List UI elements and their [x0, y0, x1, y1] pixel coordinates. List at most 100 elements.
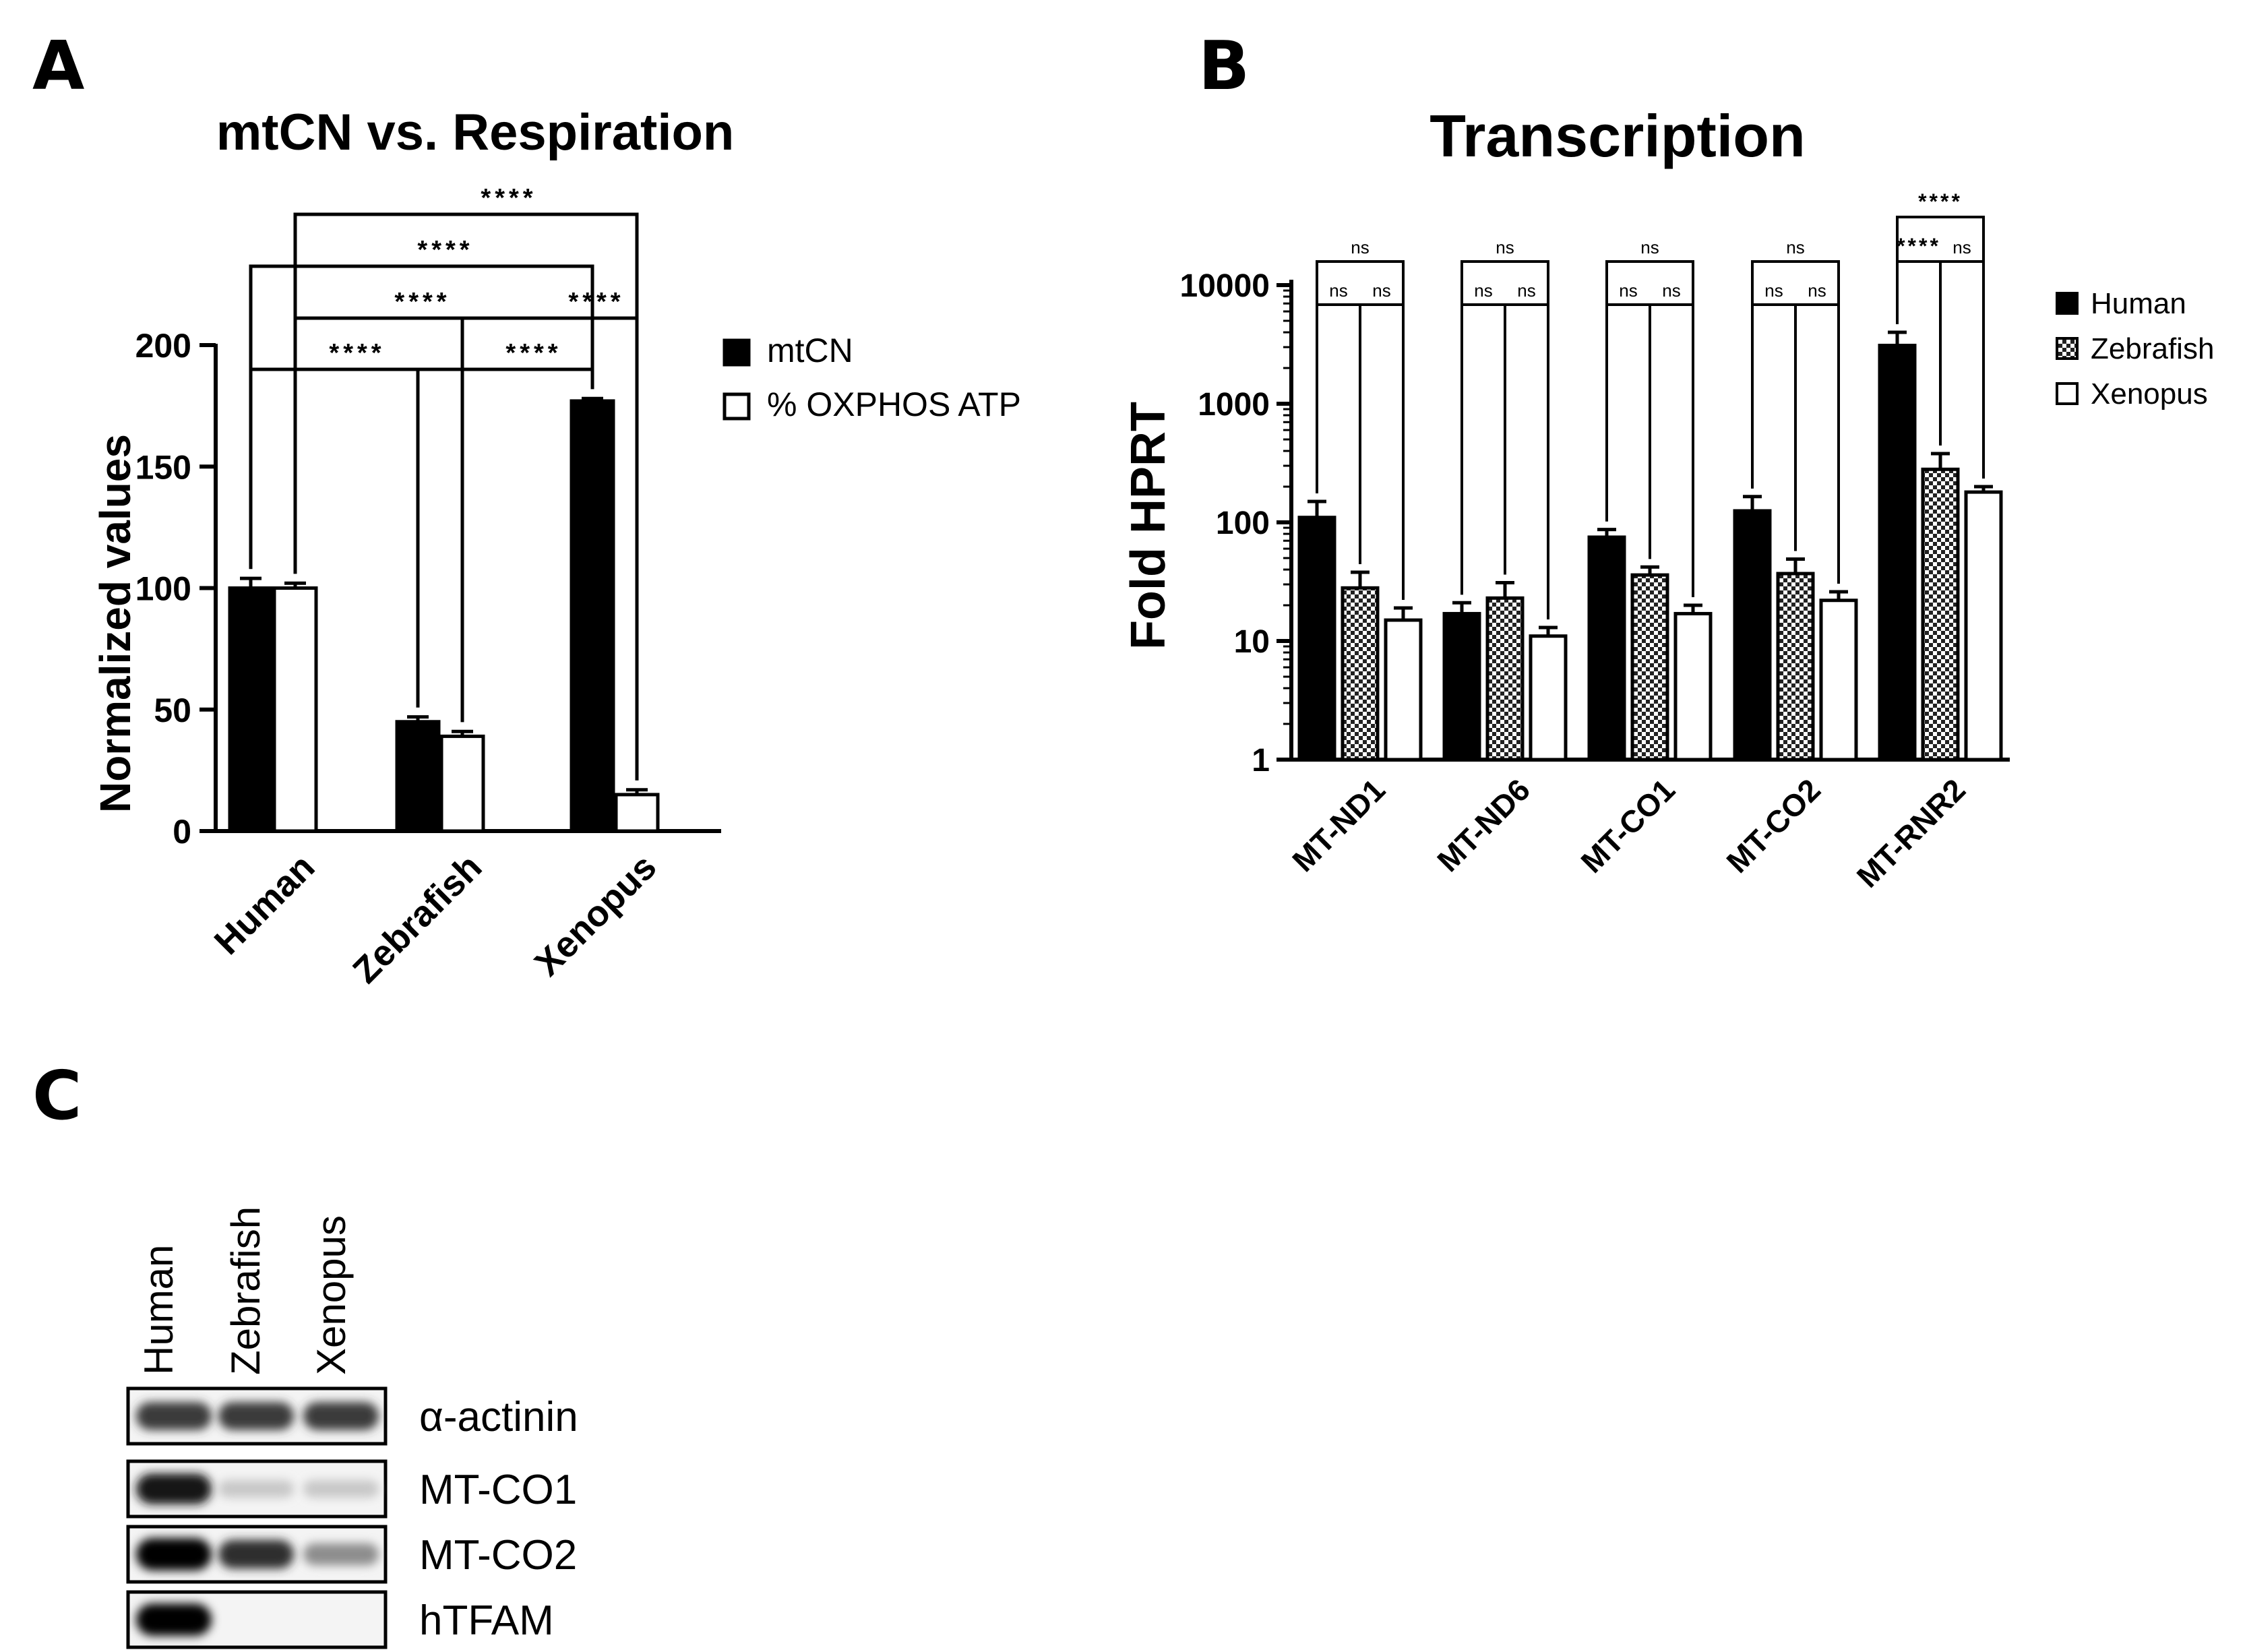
significance-label: ns	[1786, 237, 1804, 257]
bar-mtcn-zebrafish	[395, 720, 441, 833]
significance-label: ****	[1897, 234, 1941, 258]
blot-band	[218, 1539, 294, 1569]
bar-xenopus-mt-rnr2	[1964, 490, 2003, 762]
bar-zebrafish-mt-nd1	[1341, 586, 1380, 762]
blot-row-label: MT-CO2	[419, 1532, 577, 1579]
bar-xenopus-mt-co1	[1673, 611, 1713, 762]
panel-letter-c: C	[32, 1056, 82, 1135]
significance-bracket	[1460, 303, 1506, 595]
significance-bracket	[1939, 260, 1985, 479]
significance-bracket	[416, 367, 594, 708]
bar-mtcn-xenopus	[570, 399, 615, 833]
blot-band	[218, 1480, 294, 1498]
significance-bracket	[293, 212, 639, 781]
blot-row: MT-CO1	[126, 1459, 577, 1519]
y-tick-label: 1000	[1198, 387, 1270, 423]
blot-row-label: hTFAM	[419, 1597, 554, 1644]
bar-xenopus-mt-nd6	[1529, 634, 1568, 762]
bar--oxphos-atp-xenopus	[614, 793, 660, 833]
y-axis-label: Normalized values	[91, 434, 140, 813]
x-tick-label: MT-RNR2	[1850, 772, 1972, 894]
significance-label: ****	[481, 184, 536, 212]
y-tick-label: 100	[135, 570, 191, 608]
significance-bracket	[1605, 260, 1694, 598]
significance-bracket	[1794, 303, 1840, 584]
x-tick-label: Human	[207, 847, 323, 962]
y-tick-label: 10	[1234, 624, 1270, 660]
panel-a-chart: mtCN vs. Respiration Normalized values 0…	[91, 104, 1021, 991]
significance-bracket	[1359, 303, 1405, 600]
panel-letter-b: B	[1198, 26, 1250, 105]
significance-label: ns	[1640, 237, 1659, 257]
blot-row: MT-CO2	[126, 1525, 577, 1584]
significance-bracket	[1460, 260, 1549, 619]
legend-swatch	[2056, 337, 2079, 360]
x-tick-label: Zebrafish	[345, 847, 489, 991]
legend-swatch	[722, 338, 751, 367]
legend-swatch	[2056, 292, 2079, 315]
significance-label: ****	[329, 339, 385, 367]
significance-bracket	[1649, 303, 1694, 598]
blot-band	[136, 1402, 212, 1430]
x-tick-label: MT-CO2	[1719, 772, 1827, 880]
blot-lane-label: Xenopus	[309, 1215, 354, 1375]
bar-human-mt-rnr2	[1878, 344, 1917, 762]
blot-band	[218, 1402, 294, 1430]
blot-row: hTFAM	[126, 1590, 554, 1649]
significance-label: ns	[1496, 237, 1514, 257]
blot-lane-label: Human	[136, 1245, 181, 1375]
chart-title: mtCN vs. Respiration	[216, 104, 735, 161]
bar-zebrafish-mt-nd6	[1485, 596, 1525, 762]
legend-swatch	[722, 392, 751, 421]
significance-label: ns	[1351, 237, 1369, 257]
blot-row-label: MT-CO1	[419, 1467, 577, 1513]
legend-swatch	[2056, 382, 2079, 405]
blot-row-label: α-actinin	[419, 1394, 578, 1440]
significance-bracket	[1896, 216, 1985, 479]
panel-b-chart: Transcription Fold HPRT 110100100010000 …	[1121, 102, 2214, 894]
bar-mtcn-human	[228, 586, 274, 833]
significance-label: ns	[1808, 280, 1826, 301]
blot-row: α-actinin	[126, 1386, 578, 1446]
blot-band	[303, 1480, 379, 1498]
bar--oxphos-atp-human	[272, 586, 318, 833]
bar-xenopus-mt-co2	[1819, 599, 1858, 762]
bar--oxphos-atp-zebrafish	[439, 734, 485, 833]
legend-label: % OXPHOS ATP	[767, 386, 1021, 423]
bar-xenopus-mt-nd1	[1384, 618, 1423, 762]
significance-bracket	[1751, 260, 1840, 584]
significance-bracket	[293, 316, 464, 723]
bar-zebrafish-mt-co2	[1776, 572, 1815, 762]
significance-label: ns	[1372, 280, 1390, 301]
blot-band	[136, 1473, 212, 1504]
y-tick-label: 10000	[1180, 268, 1270, 304]
significance-bracket	[1605, 303, 1651, 559]
y-tick-label: 150	[135, 448, 191, 486]
bar-human-mt-nd1	[1297, 516, 1336, 762]
y-tick-label: 1	[1252, 743, 1270, 778]
x-tick-label: MT-CO1	[1574, 772, 1682, 880]
y-tick-label: 100	[1216, 506, 1270, 541]
significance-label: ****	[568, 288, 624, 316]
chart-title: Transcription	[1429, 102, 1805, 169]
significance-label: ****	[1918, 189, 1963, 214]
x-tick-label: MT-ND1	[1285, 772, 1392, 878]
significance-bracket	[249, 264, 594, 570]
significance-label: ****	[417, 236, 473, 264]
significance-label: ****	[394, 288, 450, 316]
significance-label: ns	[1474, 280, 1492, 301]
legend-label: mtCN	[767, 332, 853, 369]
bar-zebrafish-mt-co1	[1630, 573, 1669, 762]
y-tick-label: 0	[173, 813, 191, 851]
western-blot: Human Zebrafish Xenopus α-actinin MT-CO1 MT-…	[126, 1206, 578, 1649]
significance-label: ns	[1952, 237, 1971, 257]
significance-label: ****	[505, 339, 561, 367]
significance-label: ns	[1662, 280, 1680, 301]
bar-zebrafish-mt-rnr2	[1921, 467, 1960, 762]
x-tick-label: Xenopus	[527, 847, 665, 984]
blot-lane-label: Zebrafish	[223, 1206, 268, 1375]
blot-band	[303, 1402, 379, 1430]
significance-label: ns	[1764, 280, 1783, 301]
significance-label: ns	[1517, 280, 1535, 301]
